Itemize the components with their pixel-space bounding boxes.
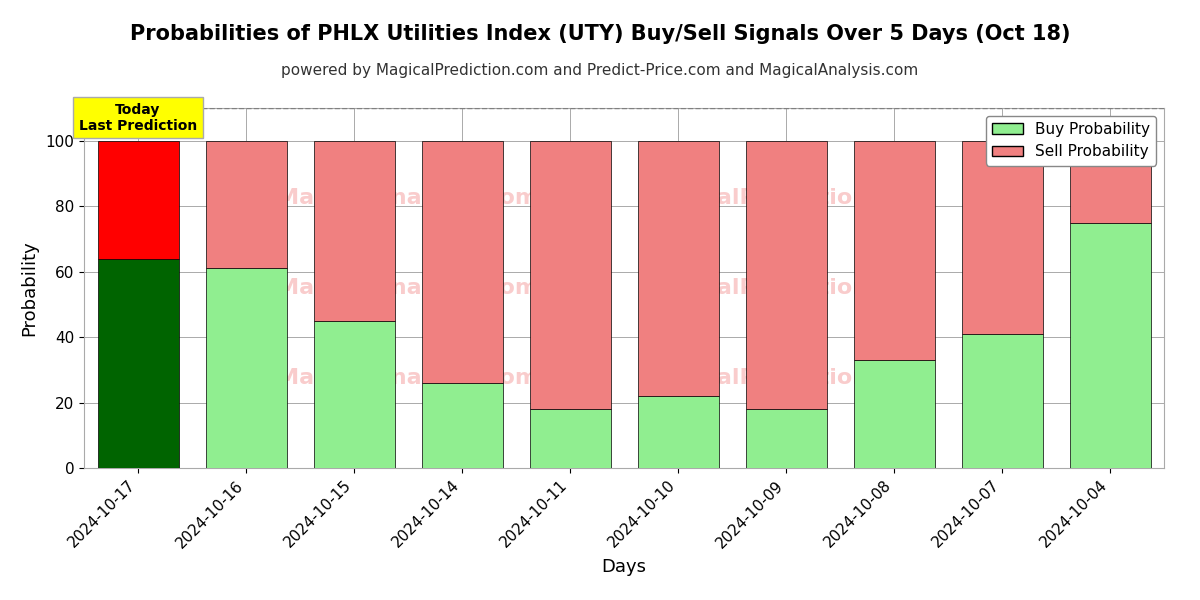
Y-axis label: Probability: Probability: [20, 240, 38, 336]
Bar: [853, 141, 935, 360]
Text: MagicalAnalysis.com: MagicalAnalysis.com: [277, 368, 539, 388]
Bar: [529, 409, 611, 468]
Bar: [1069, 141, 1151, 223]
Bar: [313, 141, 395, 321]
Bar: [637, 141, 719, 396]
Bar: [313, 321, 395, 468]
Bar: [637, 396, 719, 468]
Bar: [97, 141, 179, 259]
Bar: [421, 383, 503, 468]
Bar: [205, 268, 287, 468]
Bar: [205, 141, 287, 268]
Bar: [745, 409, 827, 468]
Bar: [961, 141, 1043, 334]
Text: Today
Last Prediction: Today Last Prediction: [79, 103, 197, 133]
Bar: [853, 360, 935, 468]
Bar: [745, 141, 827, 409]
Text: MagicalPrediction.com: MagicalPrediction.com: [643, 278, 929, 298]
Text: Probabilities of PHLX Utilities Index (UTY) Buy/Sell Signals Over 5 Days (Oct 18: Probabilities of PHLX Utilities Index (U…: [130, 24, 1070, 44]
Bar: [961, 334, 1043, 468]
Text: MagicalPrediction.com: MagicalPrediction.com: [643, 368, 929, 388]
Bar: [97, 259, 179, 468]
Bar: [1069, 223, 1151, 468]
Bar: [529, 141, 611, 409]
Text: MagicalAnalysis.com: MagicalAnalysis.com: [277, 278, 539, 298]
Text: MagicalPrediction.com: MagicalPrediction.com: [643, 188, 929, 208]
Text: MagicalAnalysis.com: MagicalAnalysis.com: [277, 188, 539, 208]
Legend: Buy Probability, Sell Probability: Buy Probability, Sell Probability: [986, 116, 1157, 166]
Text: powered by MagicalPrediction.com and Predict-Price.com and MagicalAnalysis.com: powered by MagicalPrediction.com and Pre…: [281, 63, 919, 78]
X-axis label: Days: Days: [601, 557, 647, 575]
Bar: [421, 141, 503, 383]
